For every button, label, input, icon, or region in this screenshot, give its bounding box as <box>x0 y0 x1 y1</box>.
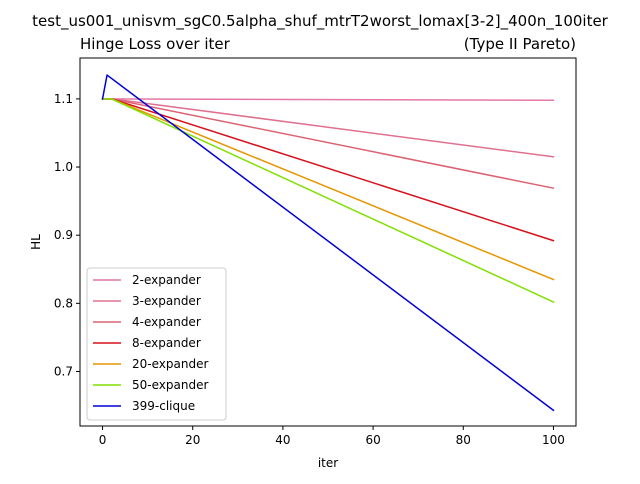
legend-entry: 50-expander <box>132 378 208 392</box>
chart-title-right: (Type II Pareto) <box>464 35 576 53</box>
legend-box <box>86 267 227 421</box>
x-tick-label: 0 <box>99 433 107 447</box>
x-tick-label: 80 <box>456 433 471 447</box>
y-axis: 0.7 0.8 0.9 1.0 1.1 <box>54 92 80 378</box>
x-tick-label: 20 <box>185 433 200 447</box>
y-axis-label: HL <box>29 234 43 250</box>
legend-entry: 8-expander <box>132 336 201 350</box>
y-tick-label: 0.8 <box>54 296 73 310</box>
series-line-4-expander <box>101 98 555 190</box>
y-tick-label: 1.0 <box>54 160 73 174</box>
chart-suptitle: test_us001_unisvm_sgC0.5alpha_shuf_mtrT2… <box>32 12 609 31</box>
y-tick-label: 0.9 <box>54 228 73 242</box>
x-axis: 0 20 40 60 80 100 <box>99 426 565 447</box>
series-lines <box>101 74 555 412</box>
x-tick-label: 100 <box>542 433 565 447</box>
legend: 2-expander 3-expander 4-expander 8-expander… <box>86 267 227 421</box>
y-tick-label: 1.1 <box>54 92 73 106</box>
x-tick-label: 60 <box>365 433 380 447</box>
legend-entry: 4-expander <box>132 315 201 329</box>
legend-entry: 2-expander <box>132 273 201 287</box>
series-line-3-expander <box>101 98 555 158</box>
series-line-2-expander <box>101 98 555 102</box>
legend-entry: 399-clique <box>132 399 195 413</box>
series-line-8-expander <box>101 98 555 242</box>
plot-frame <box>79 57 577 427</box>
x-axis-label: iter <box>318 456 338 470</box>
legend-entry: 3-expander <box>132 294 201 308</box>
y-tick-label: 0.7 <box>54 364 73 378</box>
series-line-50-expander <box>101 98 555 303</box>
series-line-399-clique <box>101 74 555 412</box>
chart-title: Hinge Loss over iter <box>80 35 231 53</box>
legend-entry: 20-expander <box>132 357 208 371</box>
x-tick-label: 40 <box>275 433 290 447</box>
